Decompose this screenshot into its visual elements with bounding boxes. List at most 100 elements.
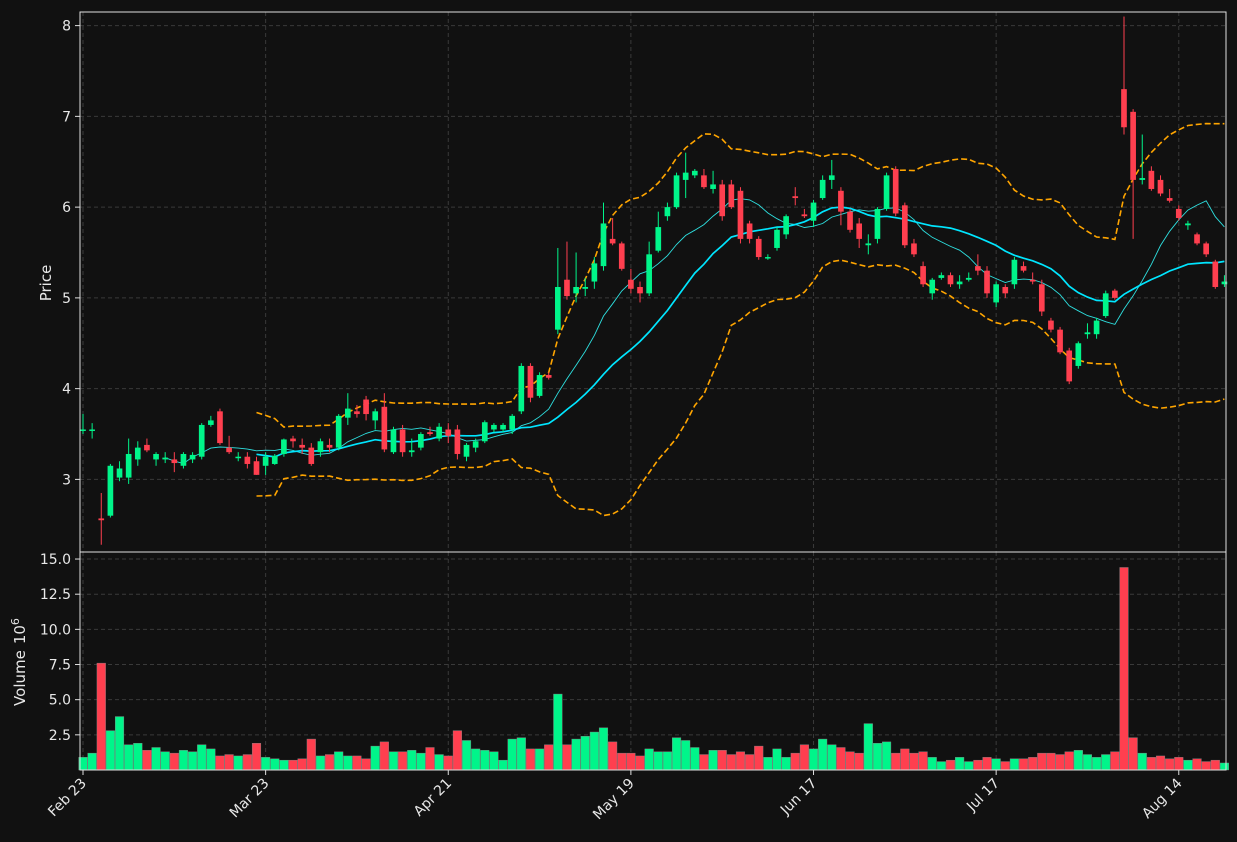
candle-body xyxy=(600,223,607,267)
volume-bar xyxy=(799,744,809,771)
volume-bar xyxy=(169,752,179,771)
candle-body xyxy=(810,202,817,221)
price-tick-label: 7 xyxy=(62,109,71,125)
candle-body xyxy=(1075,343,1082,366)
candle-body xyxy=(682,172,689,180)
volume-bar xyxy=(498,759,508,771)
volume-bar xyxy=(818,738,828,771)
candle-body xyxy=(956,281,963,285)
candle-body xyxy=(801,214,808,217)
volume-bar xyxy=(945,759,956,771)
volume-bar xyxy=(361,758,371,771)
candle-body xyxy=(664,207,671,217)
candle-body xyxy=(673,175,680,208)
volume-bar xyxy=(1009,758,1019,771)
volume-bar xyxy=(589,731,599,771)
candle-body xyxy=(408,450,415,453)
candle-body xyxy=(1194,234,1200,244)
volume-bar xyxy=(1055,754,1065,771)
candle-body xyxy=(107,465,114,516)
candle-body xyxy=(98,518,105,521)
candle-body xyxy=(1066,350,1073,382)
candle-body xyxy=(792,196,799,199)
candle-body xyxy=(125,453,132,478)
volume-bar xyxy=(489,751,499,771)
volume-bar xyxy=(1119,567,1129,771)
candle-body xyxy=(628,279,634,289)
candle-body xyxy=(856,223,863,239)
volume-bar xyxy=(808,748,819,771)
volume-bar xyxy=(726,754,736,771)
volume-bar xyxy=(535,748,545,771)
volume-bar xyxy=(991,758,1001,771)
candle-body xyxy=(1029,279,1036,282)
candle-body xyxy=(1011,259,1018,285)
volume-bar xyxy=(699,754,709,771)
candle-body xyxy=(774,229,780,248)
volume-bar xyxy=(717,750,727,771)
volume-bar xyxy=(352,755,362,771)
bollinger-lower-line xyxy=(256,259,1225,517)
candle-body xyxy=(235,456,242,459)
candle-body xyxy=(1057,329,1063,353)
candle-body xyxy=(1148,170,1155,189)
candle-body xyxy=(390,429,397,453)
volume-bar xyxy=(434,754,444,771)
volume-bar xyxy=(334,751,344,771)
volume-bar xyxy=(1046,752,1056,771)
candle-body xyxy=(1212,261,1219,287)
volume-bar xyxy=(452,730,462,771)
volume-bar xyxy=(772,748,782,771)
volume-bar xyxy=(398,751,408,771)
candle-body xyxy=(271,455,278,464)
candle-body xyxy=(217,411,223,444)
volume-bar xyxy=(936,761,946,771)
candle-body xyxy=(208,420,214,425)
volume-bar xyxy=(516,737,526,771)
candle-body xyxy=(418,434,424,448)
candle-body xyxy=(545,375,552,378)
price-tick-label: 6 xyxy=(62,200,71,216)
candle-body xyxy=(454,429,461,454)
volume-bar xyxy=(1201,761,1211,771)
candle-body xyxy=(1203,243,1210,255)
volume-bar xyxy=(379,741,389,771)
volume-bar xyxy=(215,755,225,771)
candle-body xyxy=(938,275,945,278)
candle-body xyxy=(354,411,360,415)
volume-bar xyxy=(754,745,764,771)
volume-bar xyxy=(1110,751,1120,771)
volume-bar xyxy=(644,748,654,771)
candle-body xyxy=(975,266,981,271)
candle-body xyxy=(993,284,999,303)
candle-body xyxy=(134,447,141,460)
bollinger-bands xyxy=(256,122,1225,517)
volume-bar xyxy=(790,752,800,771)
volume-tick-label: 5.0 xyxy=(49,693,71,709)
candle-body xyxy=(947,275,954,285)
candle-body xyxy=(1139,178,1146,180)
candle-body xyxy=(701,175,707,188)
volume-bar xyxy=(87,752,97,771)
volume-bar xyxy=(370,745,380,771)
candle-body xyxy=(226,447,232,453)
volume-bar xyxy=(507,738,517,771)
candle-body xyxy=(80,429,86,431)
volume-bar xyxy=(891,752,901,771)
volume-bar xyxy=(863,723,873,771)
candle-body xyxy=(755,238,762,258)
candle-body xyxy=(828,175,835,180)
volume-bar xyxy=(571,738,581,771)
volume-bar xyxy=(900,748,910,771)
volume-bar xyxy=(461,740,472,771)
volume-bar xyxy=(1174,757,1184,771)
volume-bar xyxy=(288,759,298,771)
candle-body xyxy=(728,184,735,208)
volume-bar xyxy=(425,747,435,771)
volume-bar xyxy=(1192,758,1202,771)
candle-body xyxy=(445,429,452,436)
volume-bar xyxy=(872,743,882,771)
candle-body xyxy=(1038,284,1045,312)
volume-bar xyxy=(133,743,143,771)
